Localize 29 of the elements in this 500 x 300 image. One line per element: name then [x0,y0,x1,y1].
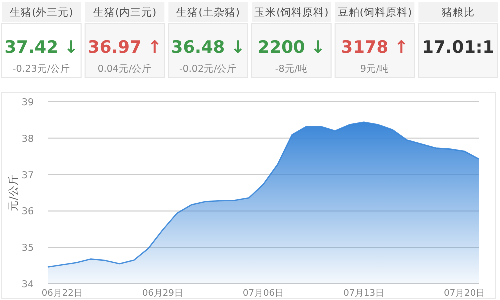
text: 36.97 ↑ [88,38,162,58]
y-tick-label: 36 [22,206,34,218]
text: -0.23元/公斤 [12,63,71,75]
text: 36.48 ↓ [171,38,246,58]
text: -0.02元/公斤 [179,63,238,75]
text: 生猪(外三元) [10,6,74,19]
text: 0.04元/公斤 [98,63,152,75]
y-tick-label: 34 [22,280,34,290]
y-tick-label: 37 [22,170,34,182]
text: 37.42 ↓ [4,38,79,58]
text: 玉米(饲料原料) [254,6,329,19]
y-tick-label: 39 [22,98,34,108]
text: 生猪(土杂猪) [176,6,240,19]
text: 2200 ↓ [258,38,326,58]
text: 9元/吨 [360,63,390,75]
y-axis-title: 元/公斤 [7,174,20,212]
x-tick-label: 06月29日 [142,289,184,299]
x-tick-label: 06月22日 [42,289,83,299]
text: 豆粕(饲料原料) [338,6,412,19]
x-tick-label: 07月13日 [344,289,385,299]
text: 17.01:1 [422,38,495,58]
text: 生猪(内三元) [93,6,157,19]
text: -8元/吨 [275,63,308,75]
y-tick-label: 38 [22,134,34,145]
text: 猪粮比 [442,6,475,19]
x-tick-label: 07月20日 [444,289,486,299]
x-tick-label: 07月06日 [243,289,284,299]
y-tick-label: 35 [22,243,34,254]
text: 3178 ↑ [341,38,409,58]
